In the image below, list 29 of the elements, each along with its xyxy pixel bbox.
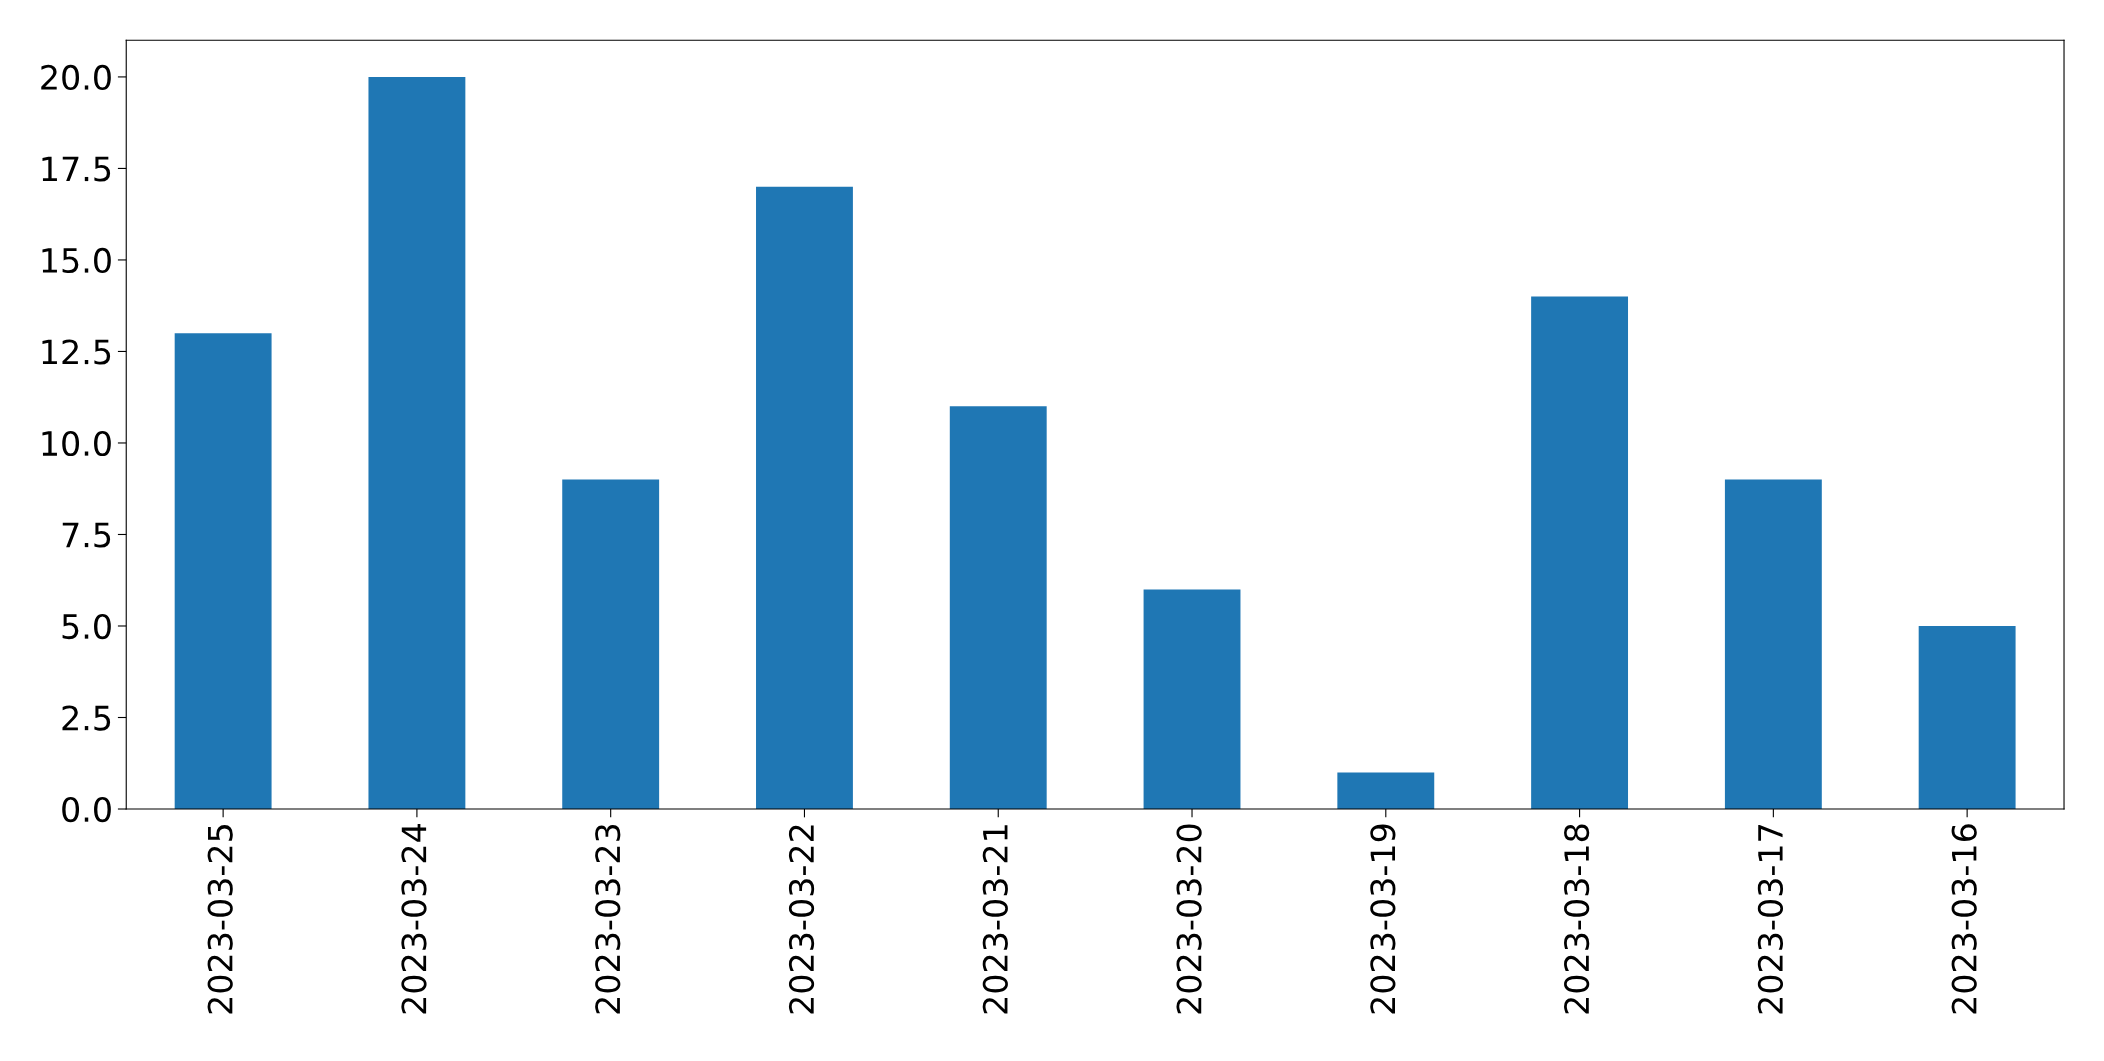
bar xyxy=(1724,479,1822,810)
x-tick-label: 2023-03-19 xyxy=(1370,824,1396,1014)
x-tick-label: 2023-03-25 xyxy=(207,825,233,1014)
y-tick-label: 20.0 xyxy=(41,64,111,91)
x-tick-label: 2023-03-23 xyxy=(595,824,621,1014)
x-tick-label: 2023-03-17 xyxy=(1757,825,1784,1014)
y-tick-label: 0.0 xyxy=(62,796,111,823)
bar xyxy=(1531,296,1629,810)
y-tick-label: 17.5 xyxy=(42,156,111,182)
x-tick-label: 2023-03-24 xyxy=(401,824,427,1014)
y-tick-label: 15.0 xyxy=(42,247,111,274)
bar xyxy=(1918,625,2016,810)
x-tick-label: 2023-03-21 xyxy=(982,825,1008,1014)
x-tick-label: 2023-03-22 xyxy=(788,825,815,1014)
y-tick-label: 7.5 xyxy=(62,522,111,548)
bar xyxy=(174,333,272,810)
bar xyxy=(756,186,853,810)
bar xyxy=(1143,589,1241,810)
y-tick-label: 2.5 xyxy=(62,705,111,731)
x-tick-label: 2023-03-20 xyxy=(1176,824,1202,1014)
bar xyxy=(368,76,466,810)
y-tick-label: 5.0 xyxy=(62,613,111,640)
y-tick-label: 10.0 xyxy=(42,430,111,457)
x-tick-label: 2023-03-18 xyxy=(1564,824,1590,1014)
x-tick-label: 2023-03-16 xyxy=(1951,824,1977,1014)
y-tick-label: 12.5 xyxy=(42,339,111,365)
bar xyxy=(1337,772,1435,810)
bar xyxy=(562,479,660,810)
bar xyxy=(949,406,1047,810)
